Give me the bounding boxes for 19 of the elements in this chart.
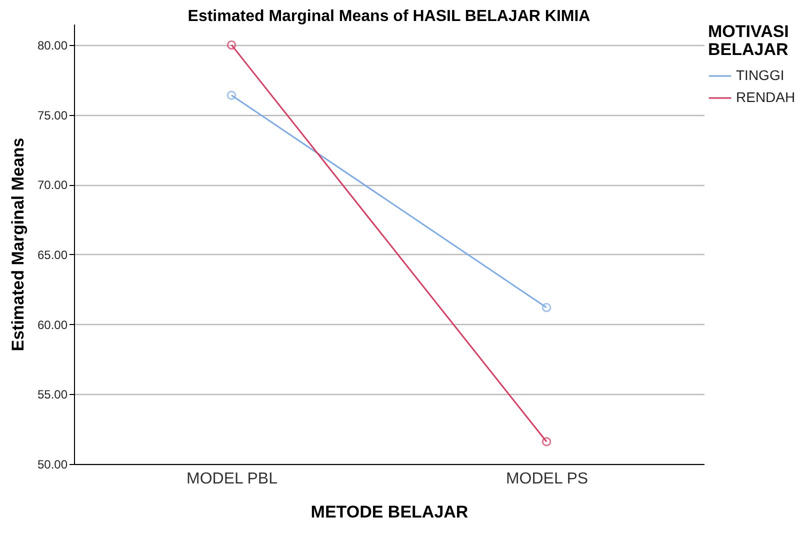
legend-title: MOTIVASI BELAJAR [708, 22, 789, 59]
point [226, 90, 236, 100]
chart-title: Estimated Marginal Means of HASIL BELAJAR KIMIA [188, 8, 591, 25]
y-tick-label: 80.00 [37, 38, 68, 52]
y-tick-label: 75.00 [37, 108, 68, 122]
point [542, 437, 552, 446]
y-tick-label: 50.00 [37, 458, 68, 472]
y-tick-label: 60.00 [37, 318, 68, 332]
point [542, 302, 552, 312]
point [226, 40, 236, 50]
y-tick-label: 70.00 [37, 178, 68, 192]
y-axis-title: Estimated Marginal Means [8, 138, 28, 352]
x-axis-title: METODE BELAJAR [310, 502, 468, 522]
legend-label: RENDAH [736, 89, 796, 105]
legend-label: TINGGI [736, 67, 784, 83]
x-tick-label: MODEL PS [506, 470, 588, 488]
y-tick-label: 55.00 [37, 388, 68, 402]
x-tick-label: MODEL PBL [186, 470, 278, 488]
y-tick-label: 65.00 [37, 248, 68, 262]
